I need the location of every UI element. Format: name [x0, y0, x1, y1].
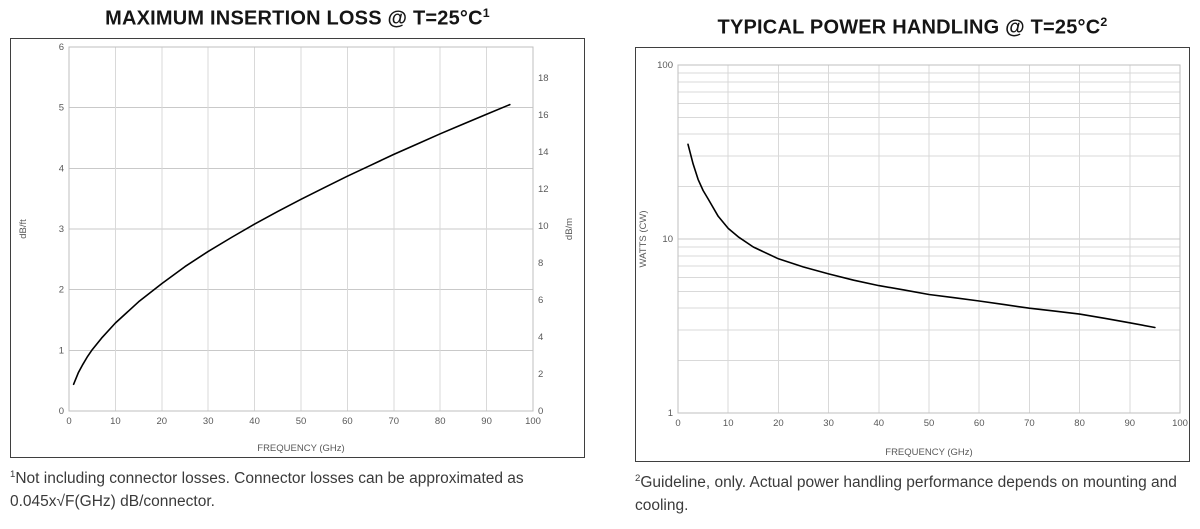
svg-text:10: 10	[662, 234, 673, 245]
insertion-loss-title: MAXIMUM INSERTION LOSS @ T=25°C1	[10, 6, 585, 31]
svg-text:70: 70	[1024, 418, 1035, 429]
y-axis-title: WATTS (CW)	[638, 210, 649, 267]
plot-border	[677, 64, 1181, 414]
power-handling-title-text: TYPICAL POWER HANDLING @ T=25°C	[717, 16, 1101, 39]
power-handling-panel: TYPICAL POWER HANDLING @ T=25°C2 0 10 20 30…	[635, 4, 1190, 529]
power-handling-footnote-text: Guideline, only. Actual power handling p…	[635, 473, 1177, 514]
svg-text:14: 14	[538, 147, 549, 158]
svg-text:70: 70	[389, 416, 400, 427]
power-handling-title-superscript: 2	[1100, 15, 1108, 29]
insertion-loss-chart: 0 10 20 30 40 50 60 70 80 90 100012345602468101214…	[18, 42, 575, 454]
svg-text:18: 18	[538, 73, 549, 84]
svg-text:10: 10	[538, 221, 549, 232]
insertion-loss-footnote: 1Not including connector losses. Connect…	[10, 467, 585, 514]
insertion-loss-title-text: MAXIMUM INSERTION LOSS @ T=25°C	[105, 7, 483, 30]
gridlines	[68, 46, 534, 412]
x-axis-title: FREQUENCY (GHz)	[885, 447, 972, 458]
svg-text:4: 4	[59, 163, 64, 174]
insertion-loss-panel: MAXIMUM INSERTION LOSS @ T=25°C1 0 10 20 30…	[10, 4, 585, 529]
svg-text:5: 5	[59, 102, 64, 113]
svg-text:30: 30	[203, 416, 214, 427]
svg-text:90: 90	[481, 416, 492, 427]
svg-text:60: 60	[342, 416, 353, 427]
svg-text:10: 10	[723, 418, 734, 429]
power-handling-title: TYPICAL POWER HANDLING @ T=25°C2	[635, 15, 1190, 40]
svg-text:1: 1	[59, 345, 64, 356]
power-handling-footnote-superscript: 2	[635, 472, 641, 484]
series-line	[72, 103, 511, 385]
svg-text:90: 90	[1125, 418, 1136, 429]
svg-text:12: 12	[538, 184, 549, 195]
svg-text:4: 4	[538, 332, 543, 343]
svg-text:40: 40	[874, 418, 885, 429]
power-handling-footnote: 2Guideline, only. Actual power handling …	[635, 471, 1190, 518]
svg-text:16: 16	[538, 110, 549, 121]
svg-text:80: 80	[1074, 418, 1085, 429]
y-axis-title-right: dB/m	[564, 217, 575, 239]
svg-text:30: 30	[823, 418, 834, 429]
svg-text:0: 0	[675, 418, 680, 429]
tick-labels: 0 10 20 30 40 50 60 70 80 90 100012345602468101214…	[59, 42, 549, 427]
insertion-loss-footnote-text: Not including connector losses. Connecto…	[10, 469, 524, 510]
series-line	[687, 143, 1156, 328]
x-axis-title: FREQUENCY (GHz)	[257, 443, 344, 454]
svg-text:100: 100	[525, 416, 541, 427]
power-handling-chart-frame: 0 10 20 30 40 50 60 70 80 90 100 1 10 100 FREQUENCY (G…	[635, 46, 1190, 462]
svg-text:50: 50	[924, 418, 935, 429]
insertion-loss-footnote-superscript: 1	[10, 468, 16, 480]
svg-text:6: 6	[59, 42, 64, 53]
svg-text:10: 10	[110, 416, 121, 427]
insertion-loss-chart-frame: 0 10 20 30 40 50 60 70 80 90 100 0 1 2 3 4 5 6 0 2 4 6 8 10 12 14…	[10, 37, 585, 458]
gridlines	[677, 64, 1181, 414]
svg-text:6: 6	[538, 295, 543, 306]
svg-text:0: 0	[59, 406, 64, 417]
svg-text:50: 50	[296, 416, 307, 427]
plot-border	[68, 46, 534, 412]
svg-text:20: 20	[157, 416, 168, 427]
svg-text:40: 40	[249, 416, 260, 427]
svg-text:0: 0	[66, 416, 71, 427]
svg-text:80: 80	[435, 416, 446, 427]
y-axis-title: dB/ft	[18, 219, 29, 239]
svg-text:3: 3	[59, 224, 64, 235]
svg-text:8: 8	[538, 258, 543, 269]
svg-text:60: 60	[974, 418, 985, 429]
svg-text:2: 2	[538, 369, 543, 380]
svg-text:20: 20	[773, 418, 784, 429]
svg-text:100: 100	[1172, 418, 1188, 429]
svg-text:0: 0	[538, 406, 543, 417]
insertion-loss-title-superscript: 1	[482, 6, 490, 20]
svg-text:100: 100	[657, 60, 673, 71]
svg-text:1: 1	[668, 408, 673, 419]
svg-text:2: 2	[59, 284, 64, 295]
